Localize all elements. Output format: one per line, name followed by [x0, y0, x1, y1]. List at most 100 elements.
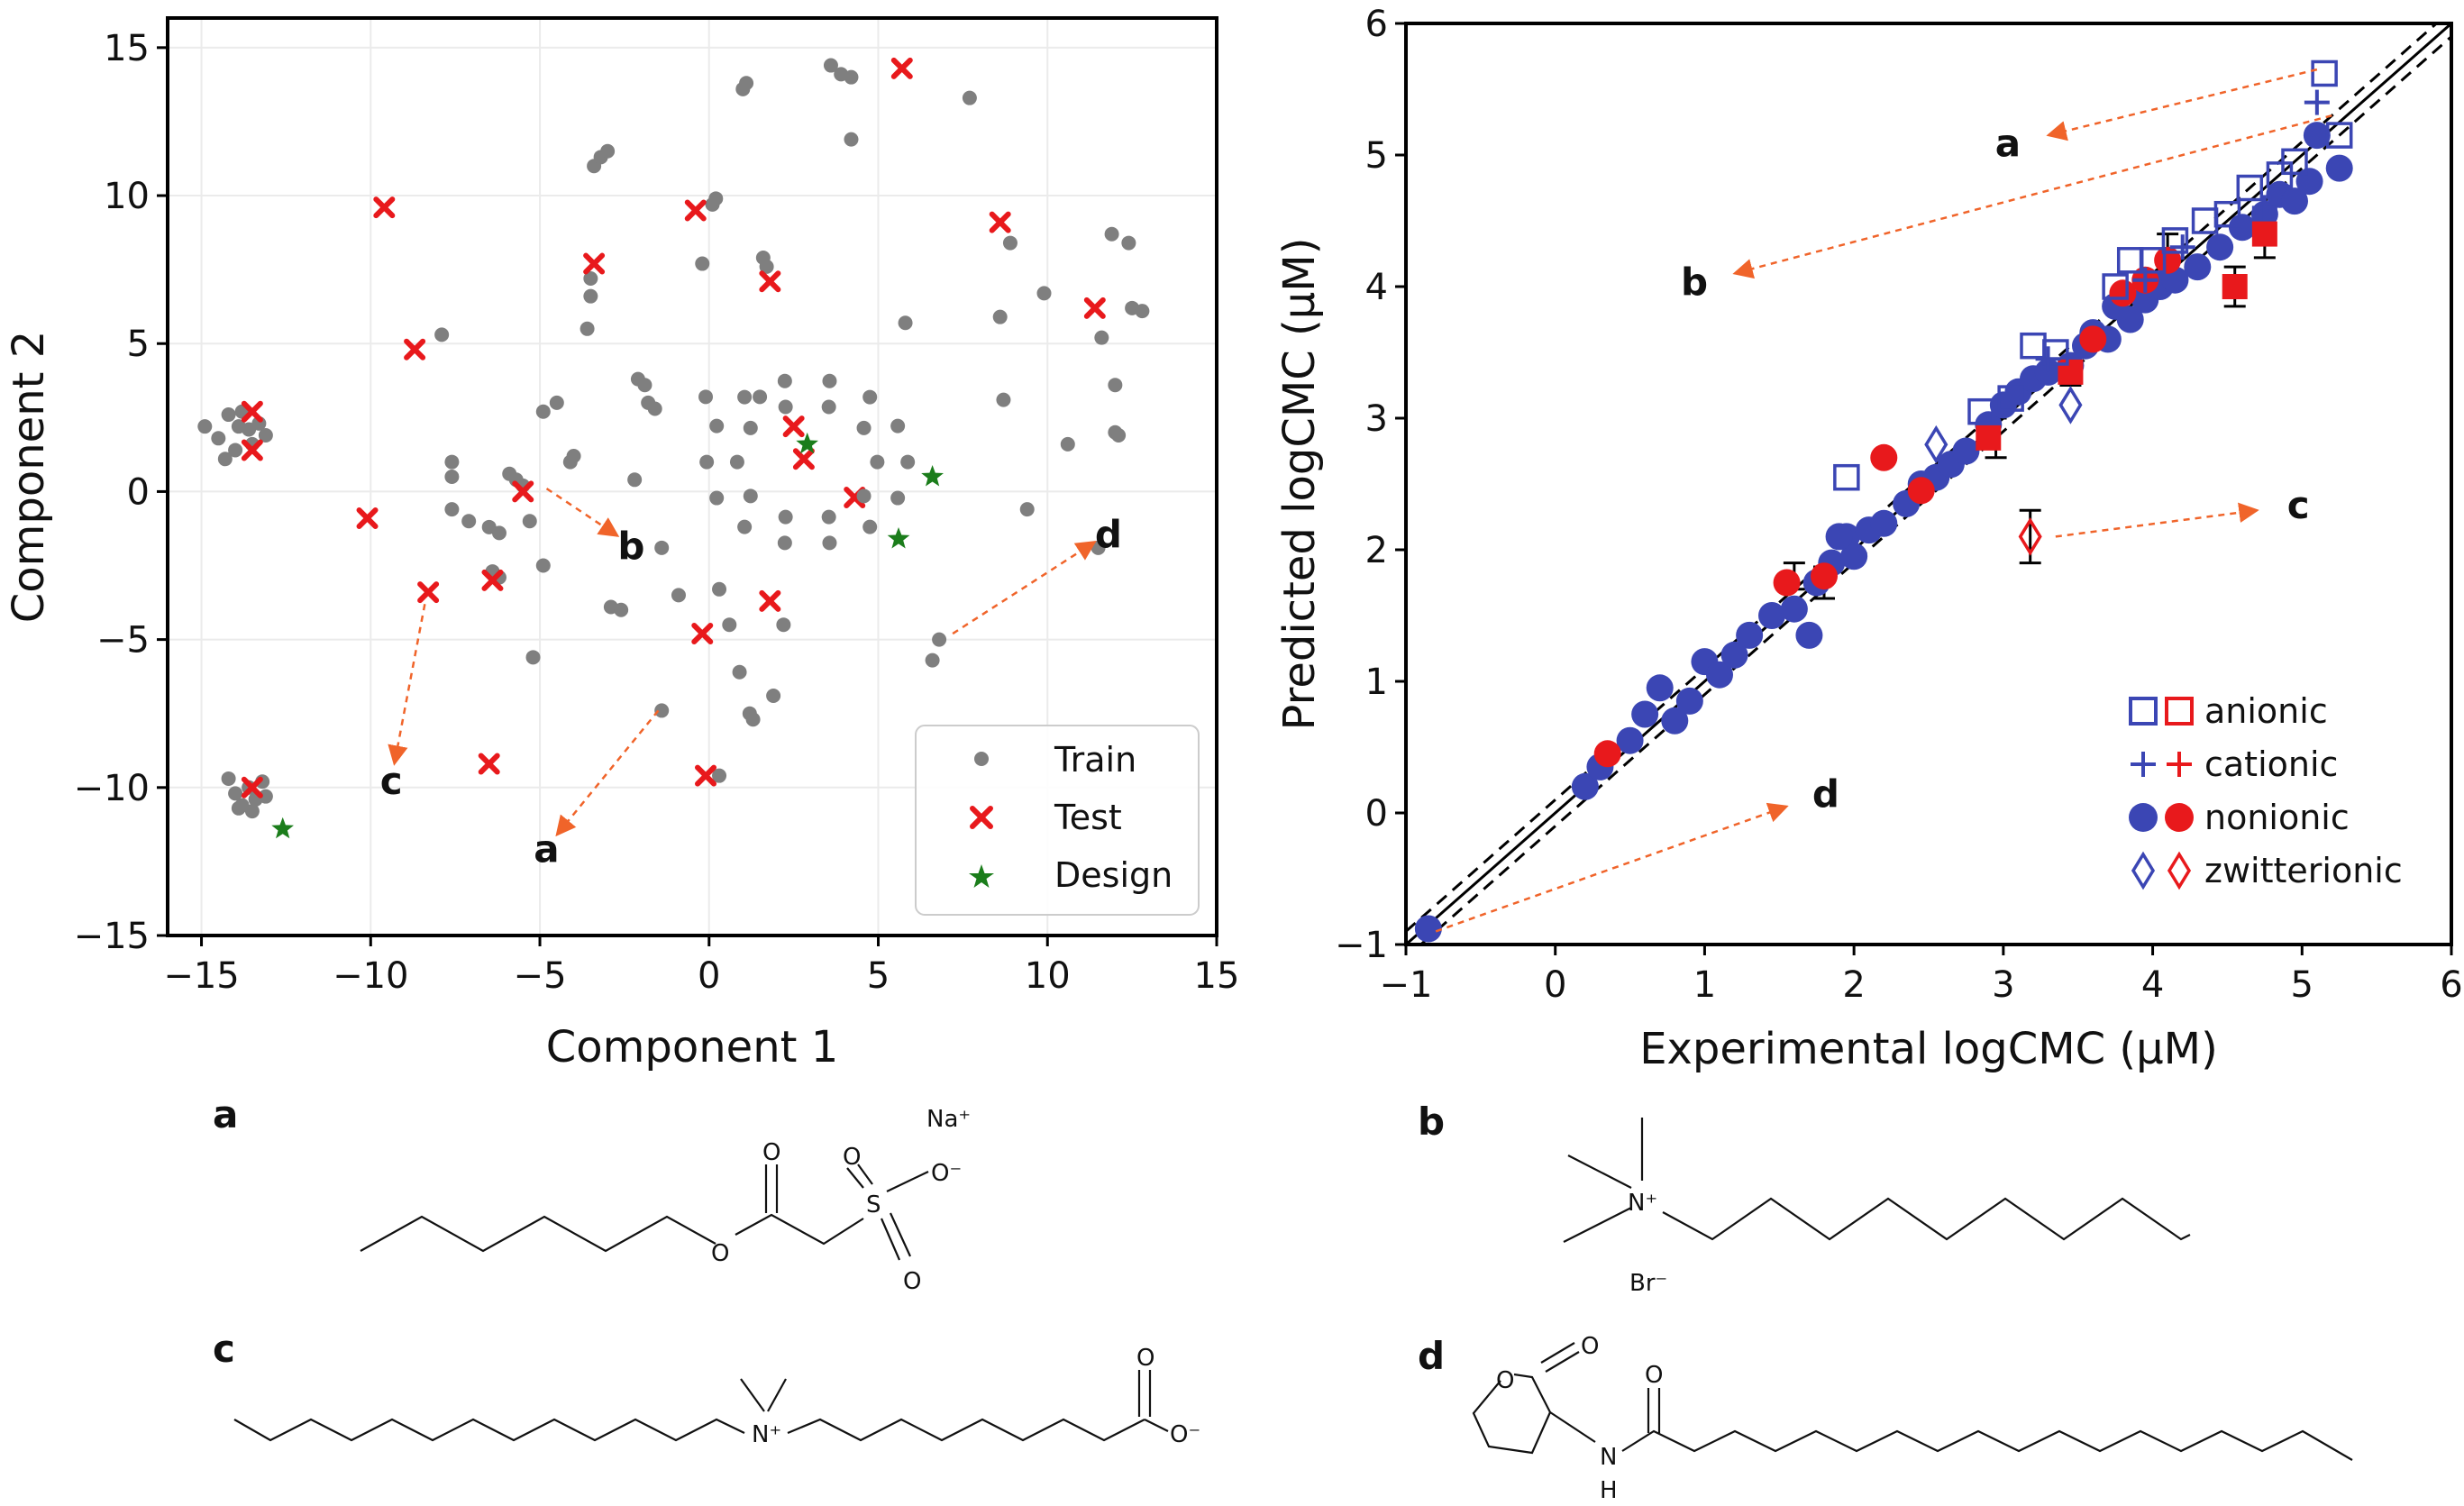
molecule-b-methyl-1 — [1567, 1155, 1632, 1189]
left-xtick-label: −15 — [163, 955, 239, 997]
train-point — [856, 488, 872, 504]
annotation-arrow — [1732, 114, 2332, 279]
left-ytick-label: 0 — [127, 471, 150, 513]
test-point — [759, 589, 781, 612]
right-xtick-label: −1 — [1380, 964, 1433, 1006]
test-point — [478, 753, 500, 775]
train-point — [1060, 436, 1075, 452]
nonionic-point — [2184, 253, 2212, 281]
right-y-axis-label: Predicted logCMC (μM) — [1274, 238, 1325, 731]
right-ytick-label: 1 — [1365, 662, 1388, 703]
logcmc-parity-plot: a b c d −1−1 0 0 1 1 2 2 3 3 4 4 5 5 6 6 Experimental log… — [1274, 4, 2463, 1074]
train-point — [822, 373, 837, 388]
left-xtick-label: 10 — [1025, 955, 1071, 997]
test-point — [373, 196, 396, 219]
right-legend: anionic cationic nonionic zwitterionic — [2129, 691, 2403, 890]
train-point — [844, 69, 859, 85]
test-point — [583, 252, 606, 275]
nonionic-point — [1414, 915, 1442, 943]
annotation-label: d — [1812, 771, 1839, 816]
nonionic-point — [2281, 187, 2308, 215]
legend-train-label: Train — [1054, 740, 1136, 780]
right-ytick-label: 2 — [1365, 530, 1388, 571]
train-point — [776, 617, 791, 633]
train-point — [712, 768, 727, 783]
design-point — [887, 527, 910, 549]
right-xtick-label: 4 — [2141, 964, 2164, 1006]
left-ytick-label: −5 — [96, 620, 150, 662]
legend-zwitterionic-blue-marker — [2131, 851, 2156, 890]
train-point — [925, 653, 940, 668]
anionic-point — [2042, 339, 2069, 366]
molecule-a-bonds-ester — [735, 1213, 864, 1246]
annotation-arrow — [2046, 68, 2318, 141]
right-ticks: −1−1 0 0 1 1 2 2 3 3 4 4 5 5 6 6 — [1335, 4, 2463, 1006]
legend-cationic-label: cationic — [2204, 744, 2338, 784]
left-ticks: −15 −15 −10 −10 −5 −5 0 0 5 5 10 10 15 15 — [74, 28, 1240, 997]
train-point — [823, 58, 838, 73]
train-point — [444, 470, 460, 484]
right-ytick-label: 0 — [1365, 793, 1388, 835]
train-point — [778, 399, 793, 415]
test-point — [241, 776, 263, 799]
molecule-a-atom-0: O — [711, 1240, 729, 1267]
nonionic-point — [1811, 562, 1838, 590]
nonionic-point — [2303, 122, 2331, 150]
molecule-a-so-up-2 — [857, 1164, 873, 1185]
train-point — [228, 443, 243, 458]
molecule-a-so-up-1 — [846, 1167, 864, 1189]
train-point — [535, 558, 551, 573]
molecule-d-ring-co-2 — [1540, 1342, 1575, 1364]
test-point — [404, 338, 426, 361]
train-point — [231, 800, 246, 816]
train-point — [1104, 226, 1119, 242]
legend-design-label: Design — [1054, 855, 1173, 895]
anionic-point — [2281, 148, 2308, 176]
left-xtick-label: 5 — [867, 955, 890, 997]
train-point — [862, 519, 878, 534]
legend-nonionic-red-marker — [2165, 803, 2194, 832]
molecule-b-counterion: Br⁻ — [1629, 1270, 1667, 1297]
annotation-label: a — [534, 826, 559, 871]
nonionic-point — [1907, 477, 1935, 505]
test-point — [890, 57, 913, 79]
right-xtick-label: 0 — [1544, 964, 1566, 1006]
train-point — [444, 502, 460, 517]
nonionic-point — [1661, 707, 1689, 735]
molecule-c-atom-0: N⁺ — [752, 1421, 781, 1448]
test-point — [512, 480, 534, 503]
train-point — [525, 650, 541, 665]
train-point — [461, 514, 477, 529]
molecule-a-atom-2: S — [866, 1191, 881, 1218]
molecule-a: a O O S O O O⁻ Na⁺ — [213, 1092, 971, 1295]
anionic-point — [2102, 273, 2129, 300]
left-y-axis-label: Component 2 — [4, 331, 54, 623]
molecule-a-atom-1: O — [762, 1139, 780, 1166]
nonionic-point — [1780, 595, 1808, 623]
molecule-d-atom-3: N — [1600, 1444, 1617, 1471]
molecule-a-atom-3: O — [843, 1144, 861, 1171]
left-annotations: a b c d — [380, 488, 1122, 871]
molecule-c-methyl-1 — [740, 1378, 765, 1412]
anionic-point — [1833, 463, 1860, 491]
train-point — [1036, 286, 1052, 301]
anionic-point — [2139, 247, 2167, 274]
train-point — [1019, 502, 1035, 517]
nonionic-point — [1825, 523, 1853, 551]
train-point — [211, 431, 226, 446]
anionic-point — [2236, 174, 2264, 202]
right-xtick-label: 1 — [1693, 964, 1716, 1006]
molecule-c-letter: c — [213, 1327, 235, 1371]
train-point — [614, 602, 629, 617]
molecule-b-atom-0: N⁺ — [1628, 1190, 1657, 1217]
design-point — [796, 432, 818, 454]
cationic-point — [2169, 234, 2195, 260]
train-point — [821, 509, 836, 525]
annotation-arrow — [952, 541, 1097, 635]
left-xtick-label: 0 — [698, 955, 720, 997]
test-point — [691, 623, 714, 645]
right-ytick-label: 4 — [1365, 267, 1388, 308]
annotation-arrow — [2055, 502, 2259, 538]
train-point — [932, 632, 947, 647]
